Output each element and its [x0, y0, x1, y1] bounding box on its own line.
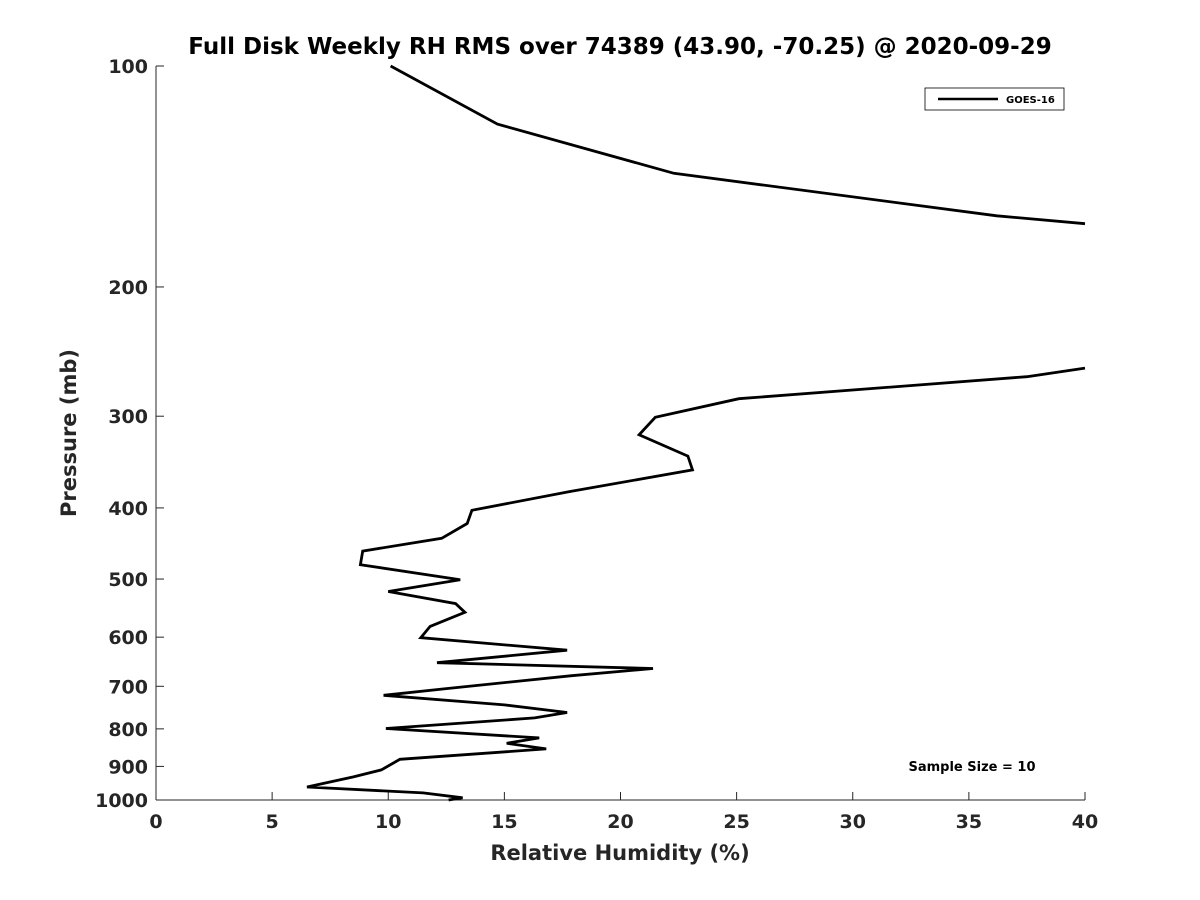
y-tick-label: 700	[108, 676, 148, 698]
x-axis-ticks: 0 5 10 15 20 25 30 35 40	[149, 792, 1098, 833]
x-tick-label: 5	[266, 811, 279, 833]
x-tick-label: 10	[375, 811, 401, 833]
y-tick-label: 200	[108, 277, 148, 299]
y-axis-label: Pressure (mb)	[57, 349, 81, 517]
y-tick-label: 500	[108, 569, 148, 591]
legend: GOES-16	[924, 87, 1065, 111]
y-tick-label: 600	[108, 627, 148, 649]
series-line-goes-16-segment-1	[389, 64, 1086, 226]
x-tick-label: 15	[491, 811, 517, 833]
x-tick-label: 20	[607, 811, 633, 833]
x-tick-label: 40	[1072, 811, 1098, 833]
x-axis-label: Relative Humidity (%)	[490, 841, 749, 865]
legend-label-goes-16: GOES-16	[1006, 95, 1055, 106]
x-tick-label: 35	[956, 811, 982, 833]
sample-size-annotation: Sample Size = 10	[908, 760, 1035, 775]
y-tick-label: 100	[108, 56, 148, 78]
x-tick-label: 25	[723, 811, 749, 833]
x-tick-label: 30	[840, 811, 866, 833]
series-line-goes-16-segment-2	[306, 366, 1086, 802]
y-axis-ticks: 100 200 300 400 500 600 700 800 900 1000	[95, 56, 164, 812]
y-tick-label: 800	[108, 719, 148, 741]
x-tick-label: 0	[149, 811, 162, 833]
y-tick-label: 400	[108, 498, 148, 520]
y-tick-label: 300	[108, 406, 148, 428]
plot-area	[156, 66, 1085, 800]
chart-title: Full Disk Weekly RH RMS over 74389 (43.9…	[188, 34, 1051, 60]
y-tick-label: 900	[108, 756, 148, 778]
y-tick-label: 1000	[95, 790, 148, 812]
series-layer	[306, 64, 1086, 802]
